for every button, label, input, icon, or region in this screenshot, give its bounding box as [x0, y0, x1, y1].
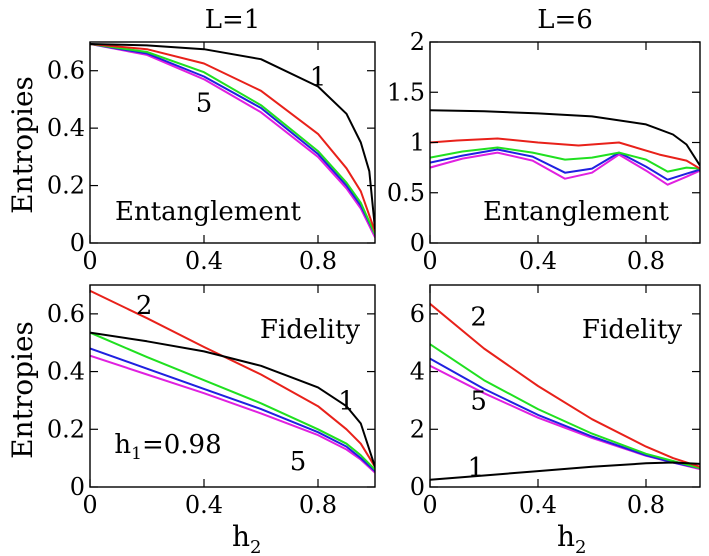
y-tick-label: 0.4: [47, 114, 85, 142]
curve-label-1: 1: [338, 386, 355, 416]
panel-top-left: 0 0.4 0.8 0 0.2 0.4 0.6 L=1 Entanglement 1 5: [47, 5, 376, 275]
plot-frame: [89, 284, 376, 488]
x-tick-label: 0.4: [185, 247, 223, 275]
y-tick-label: 0: [410, 229, 425, 257]
y-tick-label: 4: [410, 358, 425, 386]
series-group: [430, 109, 700, 186]
panel-annotation: Entanglement: [483, 197, 670, 227]
series-line-5: [90, 43, 375, 239]
plot-frame: [89, 41, 376, 244]
panel-annotation: Fidelity: [582, 315, 682, 345]
y-axis-label-bottom: Entropies: [6, 321, 39, 459]
series-line-2: [90, 289, 375, 468]
x-axis-label-left: h2: [232, 520, 262, 556]
series-line-3: [90, 43, 375, 236]
series-line-1: [430, 109, 700, 167]
x-tick-label: 0.8: [299, 247, 337, 275]
curve-label-5: 5: [470, 386, 487, 416]
x-tick-label: 0.8: [627, 491, 665, 519]
panel-bottom-left: 0 0.4 0.8 0 0.2 0.4 0.6 Fidelity h1=0.98 2 1 5: [47, 284, 376, 519]
series-line-2: [90, 43, 375, 233]
y-axis-label-top: Entropies: [6, 76, 39, 214]
y-tick-label: 0.2: [47, 172, 85, 200]
panel-title: L=1: [205, 5, 261, 35]
curve-label-1: 1: [468, 453, 485, 483]
series-line-4: [90, 347, 375, 473]
y-tick-label: 2: [410, 28, 425, 56]
curve-label-2: 2: [470, 303, 487, 333]
y-tick-label: 0.6: [47, 57, 85, 85]
curve-label-2: 2: [136, 291, 153, 321]
x-tick-label: 0: [82, 491, 97, 519]
curve-label-5: 5: [196, 88, 213, 118]
panel-bottom-right: 0 0.4 0.8 0 2 4 6 Fidelity 2 5 1: [410, 284, 701, 519]
y-tick-label: 0.4: [47, 358, 85, 386]
series-line-3: [90, 331, 375, 471]
plot-frame: [429, 284, 701, 488]
x-axis-label-right: h2: [557, 520, 587, 556]
x-tick-label: 0.8: [627, 247, 665, 275]
x-tick-label: 0.8: [299, 491, 337, 519]
x-tick-label: 0: [422, 491, 437, 519]
y-tick-label: 0: [410, 473, 425, 501]
y-tick-label: 0.5: [387, 179, 425, 207]
series-line-2: [430, 302, 700, 468]
series-line-1: [90, 43, 375, 230]
curve-label-5: 5: [290, 447, 307, 477]
y-tick-label: 0.6: [47, 300, 85, 328]
y-tick-label: 0.2: [47, 415, 85, 443]
panel-annotation: Fidelity: [260, 315, 360, 345]
series-line-4: [90, 43, 375, 236]
series-line-2: [430, 137, 700, 170]
y-tick-label: 0: [70, 229, 85, 257]
y-tick-label: 6: [410, 300, 425, 328]
x-tick-label: 0.4: [519, 491, 557, 519]
series-line-1: [90, 331, 375, 468]
y-tick-label: 1.5: [387, 78, 425, 106]
panel-annotation: Entanglement: [115, 197, 302, 227]
series-line-3: [430, 146, 700, 173]
series-line-3: [430, 343, 700, 470]
y-tick-label: 2: [410, 415, 425, 443]
series-line-4: [430, 148, 700, 181]
series-line-5: [430, 151, 700, 186]
series-line-1: [430, 461, 700, 481]
series-group: [430, 302, 700, 481]
x-tick-label: 0.4: [519, 247, 557, 275]
series-line-5: [90, 354, 375, 474]
x-tick-label: 0.4: [185, 491, 223, 519]
panel-title: L=6: [537, 5, 593, 35]
h1-annotation: h1=0.98: [114, 430, 221, 464]
series-group: [90, 289, 375, 474]
panel-top-right: 0 0.4 0.8 0 0.5 1 1.5 2 L=6 Entanglement: [387, 5, 701, 275]
y-tick-label: 0: [70, 473, 85, 501]
y-tick-label: 1: [410, 129, 425, 157]
series-group: [90, 43, 375, 239]
x-tick-label: 0: [82, 247, 97, 275]
x-tick-label: 0: [422, 247, 437, 275]
curve-label-1: 1: [310, 62, 327, 92]
